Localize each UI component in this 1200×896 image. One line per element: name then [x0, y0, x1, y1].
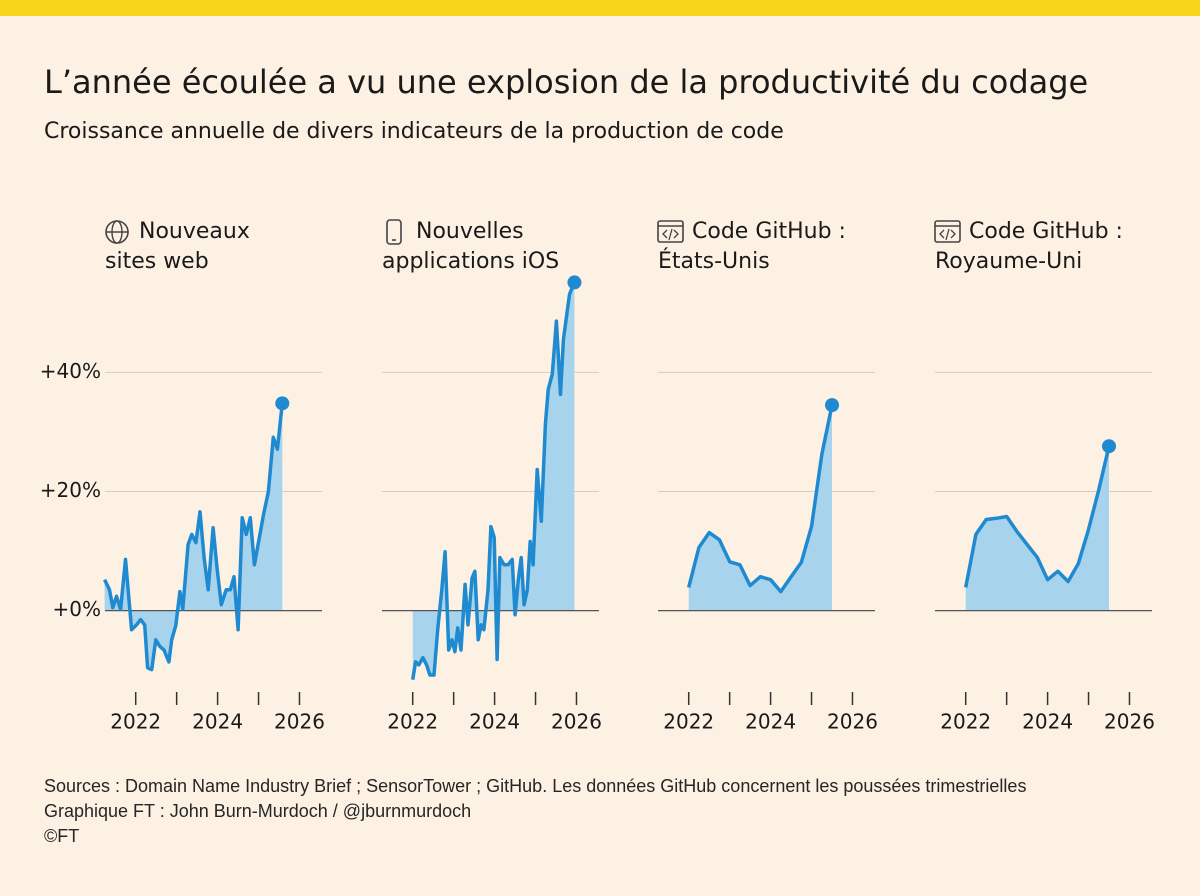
x-tick-label: 2026: [827, 710, 878, 734]
x-tick-label: 2026: [551, 710, 602, 734]
top-bar: [0, 0, 1200, 16]
end-dot: [567, 275, 582, 290]
line: [410, 281, 577, 680]
icon: [657, 220, 684, 243]
x-tick-label: 2024: [1022, 710, 1073, 734]
x-tick-label: 2024: [192, 710, 243, 734]
y-tick-label: +20%: [40, 478, 101, 502]
area: [104, 403, 283, 670]
x-tick-label: 2022: [940, 710, 991, 734]
panel-title: Nouvelles: [416, 219, 524, 244]
chart-subtitle: Croissance annuelle de divers indicateur…: [44, 119, 784, 144]
footer: Sources : Domain Name Industry Brief ; S…: [44, 774, 1084, 849]
panel-title: Code GitHub :: [692, 219, 846, 244]
copyright: ©FT: [44, 826, 80, 846]
panel-title: Royaume-Uni: [935, 249, 1082, 274]
icon: [939, 228, 956, 241]
line: [687, 404, 834, 594]
end-dot: [275, 396, 290, 411]
line: [963, 445, 1111, 588]
x-tick-label: 2022: [387, 710, 438, 734]
icon: [386, 219, 402, 245]
end-dot: [1102, 439, 1117, 454]
panel-title: applications iOS: [382, 249, 559, 274]
panel-title: sites web: [105, 249, 209, 274]
area: [688, 405, 833, 611]
x-tick-label: 2026: [274, 710, 325, 734]
area: [965, 446, 1110, 611]
icon: [934, 220, 961, 243]
x-tick-label: 2022: [663, 710, 714, 734]
panel-title: Nouveaux: [139, 219, 250, 244]
x-tick-label: 2024: [469, 710, 520, 734]
end-dot: [825, 398, 840, 413]
panel-title: États-Unis: [658, 248, 770, 274]
chart-title: L’année écoulée a vu une explosion de la…: [44, 63, 1088, 101]
sources: Sources : Domain Name Industry Brief ; S…: [44, 776, 1027, 796]
panel-title: Code GitHub :: [969, 219, 1123, 244]
y-tick-label: +40%: [40, 359, 101, 383]
x-tick-label: 2022: [110, 710, 161, 734]
line: [103, 403, 285, 672]
credit: Graphique FT : John Burn-Murdoch / @jbur…: [44, 801, 472, 821]
y-tick-label: +0%: [53, 597, 102, 621]
area: [412, 282, 575, 680]
icon: [662, 228, 679, 241]
x-tick-label: 2024: [745, 710, 796, 734]
x-tick-label: 2026: [1104, 710, 1155, 734]
